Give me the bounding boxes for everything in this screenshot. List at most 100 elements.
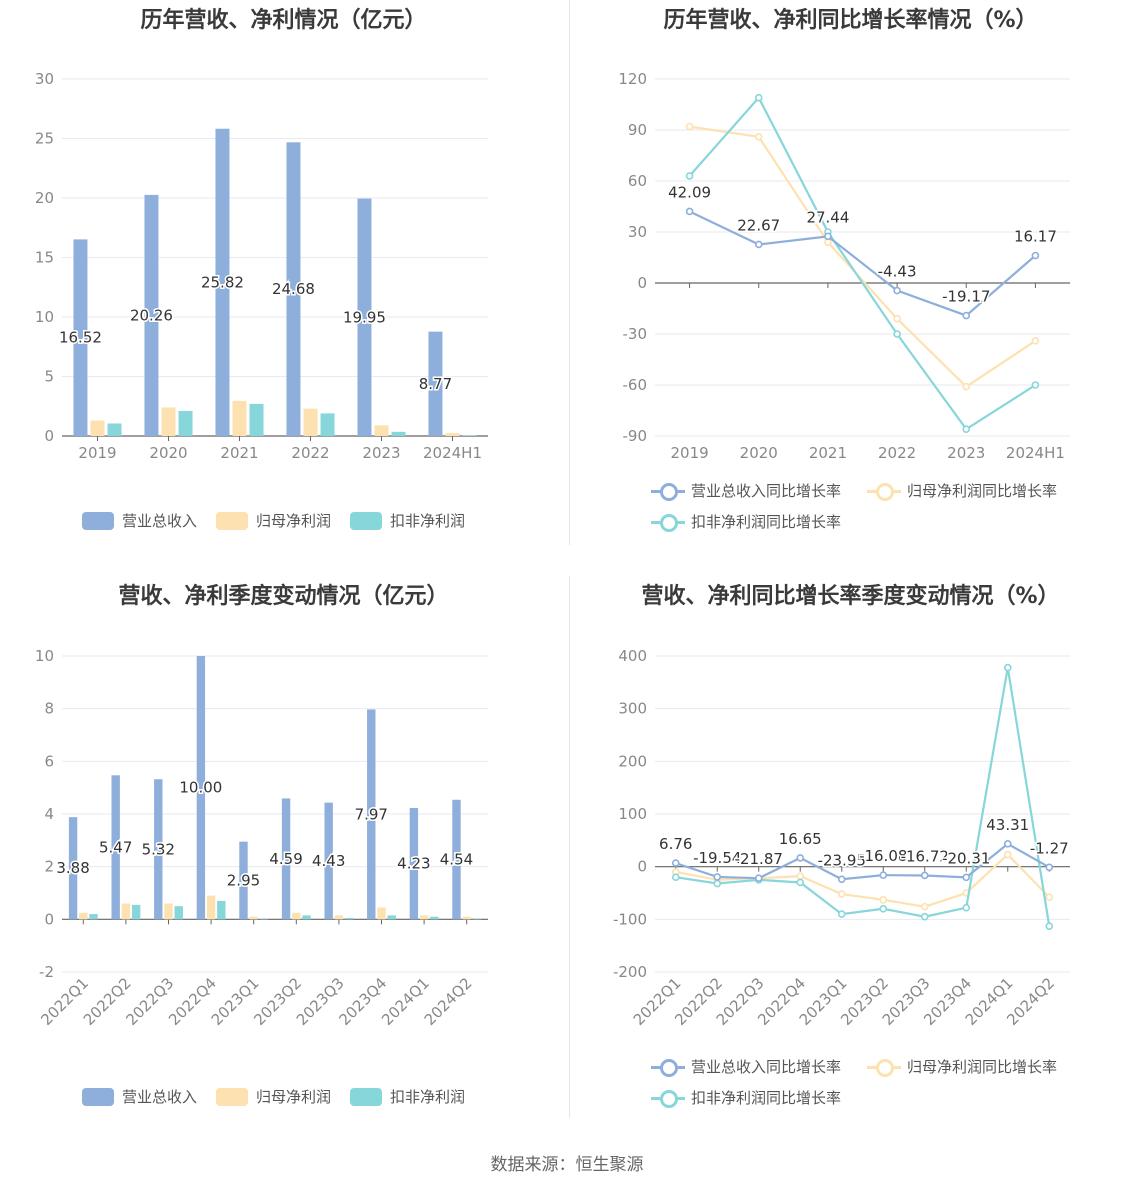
data-label: 2.95 xyxy=(227,871,260,889)
y-tick-label: -30 xyxy=(623,325,648,343)
legend-item-parent-growth[interactable]: 归母净利润同比增长率 xyxy=(867,480,1057,501)
bar-0 xyxy=(286,142,301,437)
bar-2 xyxy=(259,918,269,920)
series-line-2 xyxy=(688,95,1037,431)
data-point xyxy=(1045,922,1054,930)
bar-2 xyxy=(344,918,354,920)
data-source-footer: 数据来源：恒生聚源 xyxy=(490,1155,644,1175)
bar-2 xyxy=(430,916,439,920)
data-label: 24.68 xyxy=(272,280,315,298)
panel-divider xyxy=(569,0,570,545)
bar-1 xyxy=(374,425,389,436)
legend-label: 营业总收入同比增长率 xyxy=(691,482,842,500)
bar-1 xyxy=(303,408,318,436)
legend-item-deducted-profit[interactable]: 扣非净利润 xyxy=(350,1086,465,1107)
data-point xyxy=(837,890,846,898)
legend-item-revenue-growth[interactable]: 营业总收入同比增长率 xyxy=(651,480,841,501)
legend-line-marker xyxy=(651,1058,685,1077)
y-tick-label: 5 xyxy=(44,368,54,386)
y-tick-label: 0 xyxy=(637,274,647,292)
data-label: -19.17 xyxy=(942,288,990,306)
bar-0 xyxy=(324,802,333,920)
bar-2 xyxy=(107,423,122,436)
legend-item-revenue[interactable]: 营业总收入 xyxy=(82,1086,197,1107)
data-point xyxy=(796,878,805,887)
series-line-0 xyxy=(689,210,1037,317)
legend-item-deducted-profit[interactable]: 扣非净利润 xyxy=(350,510,465,531)
annual-growth-chart: -90 -60 -30 0 30 60 90 120 2019 2020 2021 2022 2023 2… xyxy=(618,70,1070,462)
data-label: 7.97 xyxy=(355,805,388,823)
bar-0 xyxy=(73,239,88,436)
data-point xyxy=(962,873,971,882)
data-point xyxy=(1031,336,1040,345)
data-point xyxy=(837,875,846,884)
data-point xyxy=(893,330,901,338)
data-label: 22.67 xyxy=(737,216,780,234)
x-tick-label: 2020 xyxy=(149,444,187,462)
legend-item-deducted-growth[interactable]: 扣非净利润同比增长率 xyxy=(651,511,841,532)
legend-line-marker xyxy=(651,513,685,532)
legend-item-parent-growth[interactable]: 归母净利润同比增长率 xyxy=(867,1056,1057,1077)
legend-label: 归母净利润 xyxy=(256,512,332,530)
data-label: -16.08 xyxy=(859,847,907,865)
y-tick-label: 0 xyxy=(637,858,647,876)
legend-swatch xyxy=(350,511,382,530)
x-tick-label: 2022 xyxy=(878,444,916,462)
data-point xyxy=(962,903,971,912)
bar-1 xyxy=(419,915,429,920)
data-label: -1.27 xyxy=(1030,839,1069,857)
bar-2 xyxy=(302,915,311,920)
data-label: -20.31 xyxy=(942,849,990,867)
y-tick-label: 8 xyxy=(44,700,54,718)
y-tick-label: -2 xyxy=(39,963,54,981)
data-label: -16.72 xyxy=(901,847,949,865)
legend-label: 扣非净利润同比增长率 xyxy=(691,1089,842,1107)
data-point xyxy=(962,382,971,391)
legend-swatch xyxy=(216,1087,248,1106)
x-tick-label: 2024H1 xyxy=(423,444,482,462)
legend-item-revenue[interactable]: 营业总收入 xyxy=(82,510,197,531)
bar-0 xyxy=(281,798,291,920)
bar-0 xyxy=(154,779,163,920)
legend-line-marker xyxy=(651,482,685,501)
legend-item-parent-profit[interactable]: 归母净利润 xyxy=(216,510,331,531)
bar-1 xyxy=(334,915,344,920)
bar-0 xyxy=(144,194,159,436)
data-point xyxy=(1045,863,1054,872)
data-label: 4.54 xyxy=(440,851,473,869)
data-label: 16.52 xyxy=(59,329,102,347)
legend-label: 营业总收入 xyxy=(122,512,198,530)
data-point xyxy=(1003,663,1012,672)
chart-title: 营收、净利季度变动情况（亿元） xyxy=(118,584,449,609)
data-point xyxy=(1003,850,1012,859)
legend-item-revenue-growth[interactable]: 营业总收入同比增长率 xyxy=(651,1056,841,1077)
data-label: 3.88 xyxy=(56,859,89,877)
bar-1 xyxy=(462,916,471,920)
data-point xyxy=(837,910,846,918)
bar-0 xyxy=(357,198,372,436)
bar-2 xyxy=(174,906,183,920)
quarterly-revenue-chart: -202468102022Q12022Q22022Q32022Q42023Q12… xyxy=(35,647,488,1029)
bar-0 xyxy=(111,775,120,920)
legend-item-parent-profit[interactable]: 归母净利润 xyxy=(216,1086,331,1107)
data-point xyxy=(754,874,763,882)
quarterly-growth-chart: -200-10001002003004002022Q12022Q22022Q32… xyxy=(613,647,1070,1029)
bar-2 xyxy=(472,918,482,920)
bar-1 xyxy=(232,400,247,436)
chart-title: 营收、净利同比增长率季度变动情况（%） xyxy=(641,584,1060,609)
legend-label: 归母净利润同比增长率 xyxy=(907,1058,1058,1076)
data-label: -23.95 xyxy=(818,851,866,869)
y-tick-label: 60 xyxy=(628,172,647,190)
data-label: 8.77 xyxy=(419,375,452,393)
bar-0 xyxy=(196,656,206,920)
legend-item-deducted-growth[interactable]: 扣非净利润同比增长率 xyxy=(651,1087,841,1108)
x-tick-label: 2024H1 xyxy=(1006,444,1065,462)
legend-swatch xyxy=(350,1087,382,1106)
y-tick-label: 30 xyxy=(35,70,54,88)
data-point xyxy=(796,872,805,880)
x-tick-label: 2023 xyxy=(362,444,400,462)
bar-2 xyxy=(89,914,98,920)
data-label: 6.76 xyxy=(659,835,692,853)
x-tick-label: 2019 xyxy=(78,444,116,462)
bar-0 xyxy=(215,128,230,436)
